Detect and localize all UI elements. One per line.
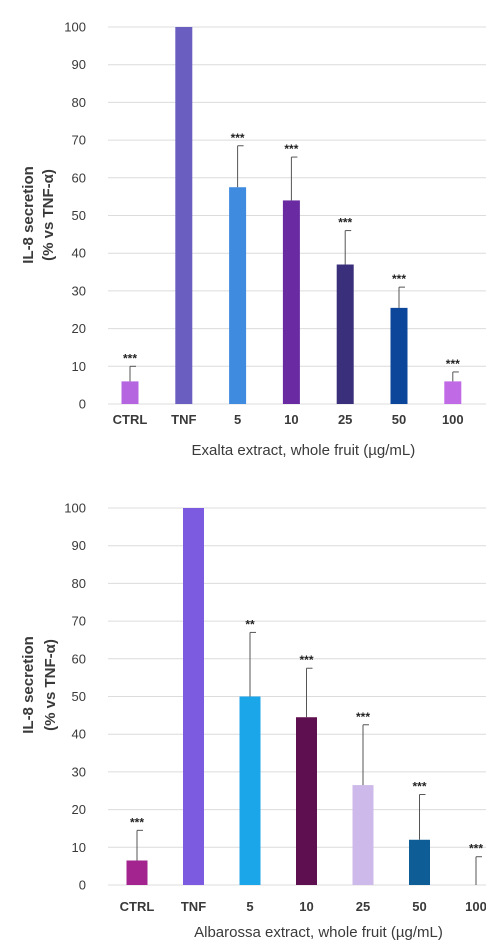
x-axis-label: Exalta extract, whole fruit (µg/mL) — [192, 442, 416, 459]
bar — [121, 381, 139, 404]
y-tick-label: 60 — [72, 651, 86, 666]
y-tick-label: 50 — [72, 689, 86, 704]
y-axis-label: IL-8 secretion — [20, 166, 37, 264]
y-tick-label: 70 — [72, 133, 86, 148]
y-tick-label: 40 — [72, 246, 86, 261]
y-axis-label: IL-8 secretion — [20, 636, 37, 734]
x-tick-label: TNF — [181, 899, 206, 914]
x-tick-label: CTRL — [113, 412, 148, 427]
albarossa-chart: 0 10 20 30 40 50 60 70 80 90 100 IL-8 secretion (% v… — [20, 501, 486, 940]
significance-mark: *** — [284, 142, 298, 156]
y-tick-label: 60 — [72, 170, 86, 185]
y-tick-label: 30 — [72, 764, 86, 779]
x-tick-label: 10 — [284, 412, 298, 427]
bar — [282, 200, 300, 404]
bar — [409, 839, 430, 885]
y-tick-label: 20 — [72, 802, 86, 817]
y-tick-label: 100 — [64, 501, 86, 516]
y-tick-label: 90 — [72, 538, 86, 553]
exalta-chart: 0 10 20 30 40 50 60 70 80 90 100 IL-8 secretion (% v… — [20, 20, 486, 459]
bar — [296, 717, 317, 885]
bar — [352, 785, 374, 885]
significance-mark: *** — [392, 272, 406, 286]
significance-mark: *** — [338, 216, 352, 230]
x-tick-label: 50 — [392, 412, 406, 427]
y-tick-label: 40 — [72, 727, 86, 742]
y-tick-label: 70 — [72, 614, 86, 629]
x-tick-label: 100 — [465, 899, 486, 914]
y-tick-label: 80 — [72, 576, 86, 591]
x-tick-label: 25 — [356, 899, 370, 914]
significance-mark: ** — [245, 617, 255, 631]
y-tick-label: 0 — [79, 397, 86, 412]
x-tick-label: 50 — [412, 899, 426, 914]
bar — [239, 696, 261, 885]
significance-mark: *** — [123, 351, 137, 365]
y-tick-label: 10 — [72, 840, 86, 855]
bar — [183, 508, 204, 885]
bar — [126, 860, 148, 885]
y-tick-label: 90 — [72, 57, 86, 72]
bar — [444, 381, 462, 404]
y-axis-label: (% vs TNF-α) — [40, 169, 57, 261]
significance-mark: *** — [231, 131, 245, 145]
significance-mark: *** — [469, 842, 483, 856]
x-tick-label: 100 — [442, 412, 464, 427]
x-axis-label: Albarossa extract, whole fruit (µg/mL) — [194, 924, 443, 940]
x-tick-label: 25 — [338, 412, 352, 427]
y-tick-label: 10 — [72, 359, 86, 374]
x-tick-label: 5 — [234, 412, 241, 427]
significance-mark: *** — [130, 815, 144, 829]
significance-mark: *** — [446, 357, 460, 371]
y-tick-label: 0 — [79, 878, 86, 893]
significance-mark: *** — [299, 653, 313, 667]
significance-mark: *** — [412, 780, 426, 794]
bar — [336, 264, 354, 404]
bar — [229, 187, 247, 404]
y-axis-label: (% vs TNF-α) — [42, 639, 59, 731]
x-tick-label: CTRL — [120, 899, 155, 914]
bar — [390, 307, 408, 404]
significance-mark: *** — [356, 710, 370, 724]
y-tick-label: 20 — [72, 321, 86, 336]
x-tick-label: 10 — [299, 899, 313, 914]
bar — [175, 27, 193, 404]
y-tick-label: 50 — [72, 208, 86, 223]
y-tick-label: 30 — [72, 283, 86, 298]
y-tick-label: 100 — [64, 20, 86, 35]
y-tick-label: 80 — [72, 95, 86, 110]
x-tick-label: TNF — [171, 412, 196, 427]
x-tick-label: 5 — [246, 899, 253, 914]
